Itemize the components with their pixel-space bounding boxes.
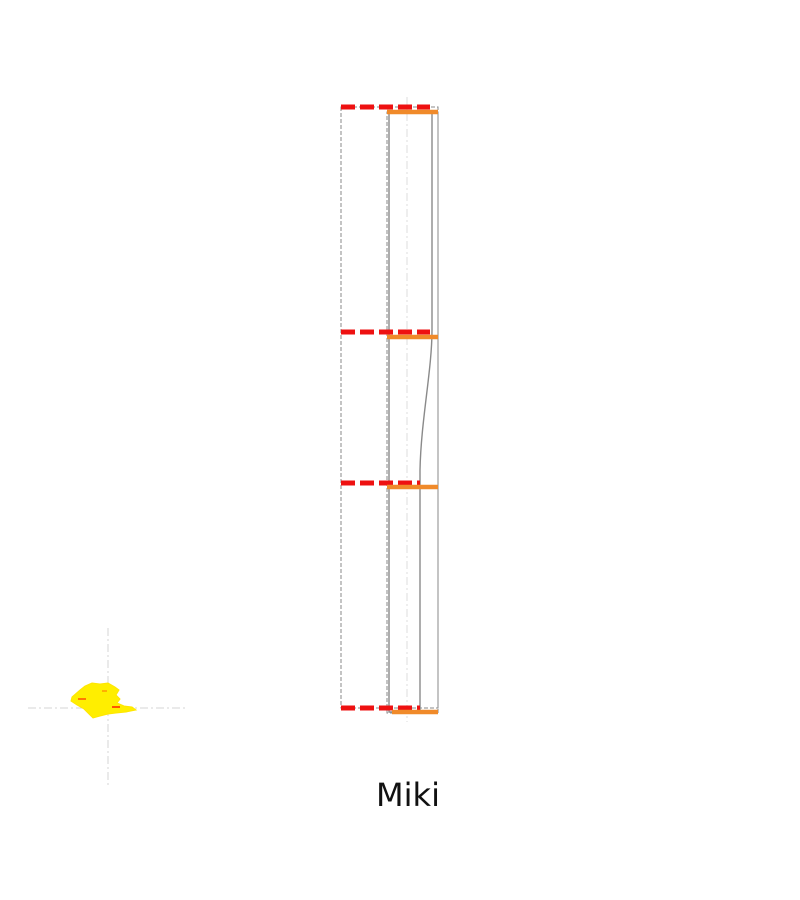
- primary-markers: [341, 104, 430, 711]
- crosshair-marker: [28, 628, 188, 788]
- secondary-markers: [387, 109, 438, 715]
- yellow-blob: [70, 682, 138, 719]
- caption-label: Miki: [376, 776, 440, 814]
- inner-dashed-frame: [386, 111, 439, 714]
- curved-profile-shape: [388, 112, 433, 713]
